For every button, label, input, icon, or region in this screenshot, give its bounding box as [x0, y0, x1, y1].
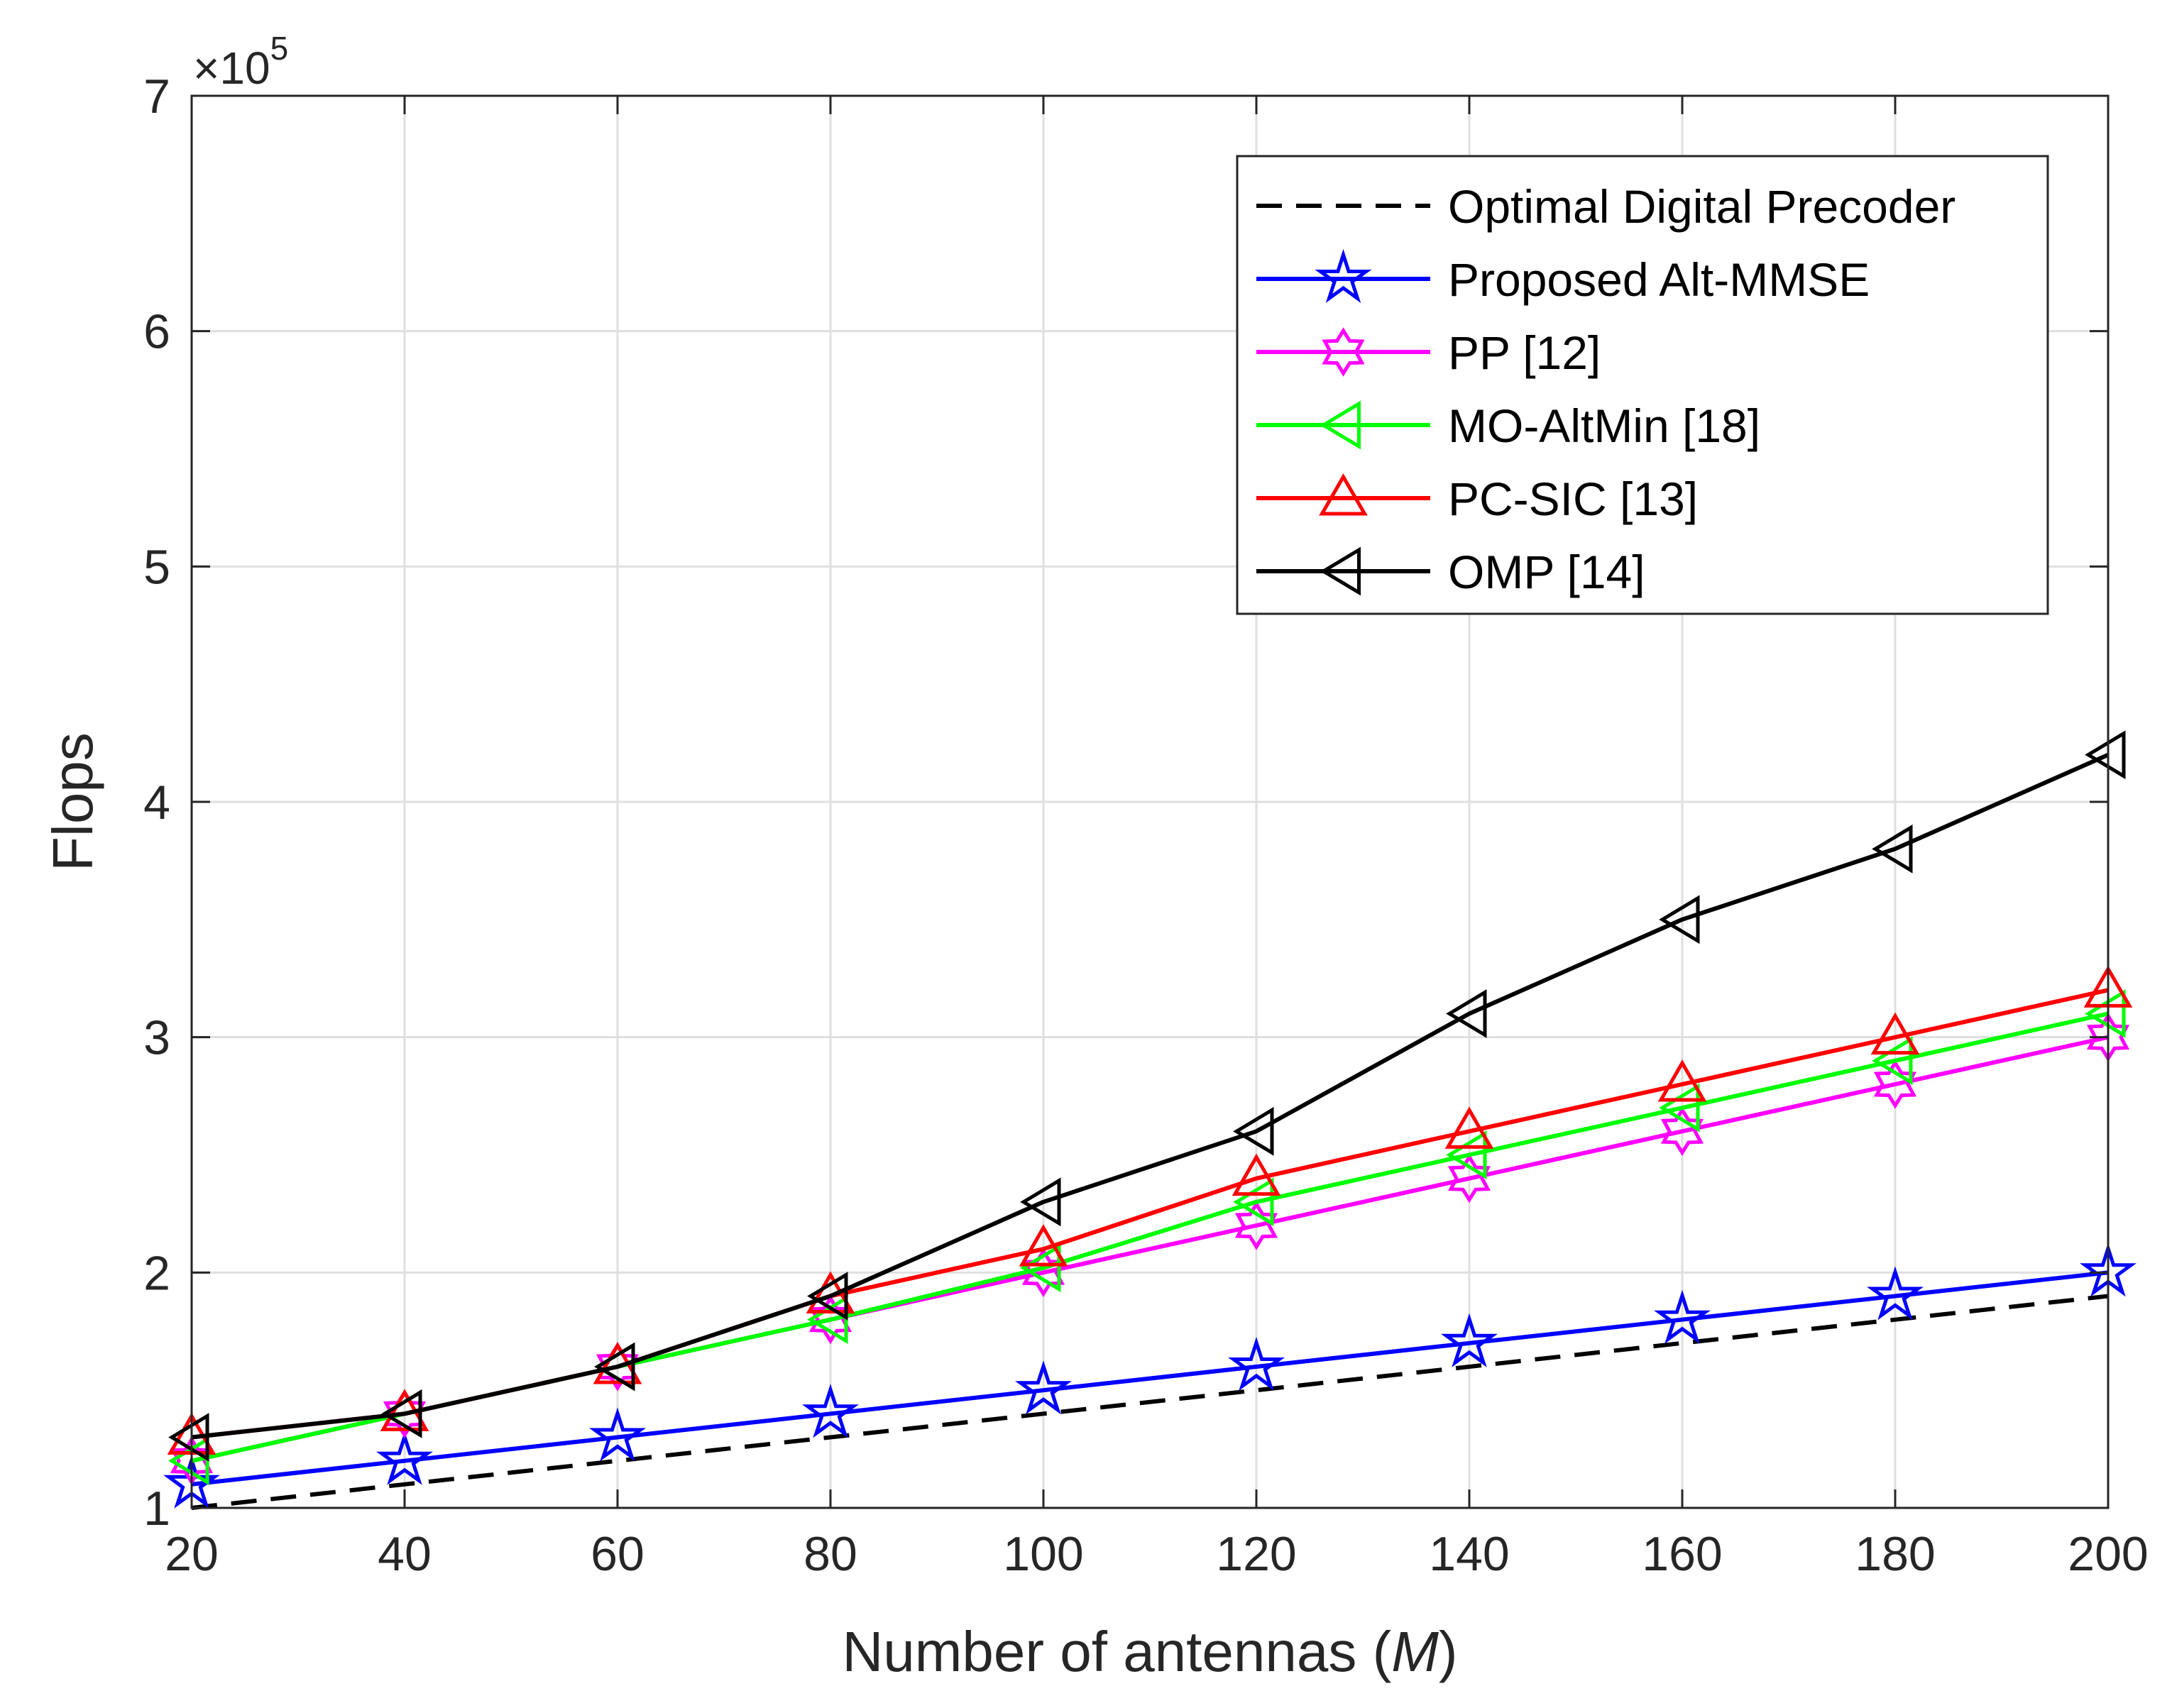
data-point	[1867, 1266, 1924, 1321]
data-point	[2085, 989, 2126, 1038]
series-line	[191, 752, 2110, 1440]
legend-entry-pp-12: PP [12]	[1256, 326, 1601, 379]
legend: Optimal Digital Precoder Proposed Alt-MMS…	[1236, 155, 2049, 615]
legend-label: Optimal Digital Precoder	[1448, 180, 1956, 233]
x-tick-label: 140	[1429, 1527, 1509, 1581]
data-point	[1870, 1012, 1920, 1055]
legend-label: MO-AltMin [18]	[1448, 400, 1760, 452]
data-point	[1015, 1360, 1072, 1415]
x-tick-label: 100	[1003, 1527, 1083, 1581]
y-tick-label: 1	[143, 1482, 170, 1536]
y-tick-label: 4	[143, 776, 170, 830]
data-point	[1654, 1289, 1711, 1344]
x-tick-label: 120	[1216, 1527, 1296, 1581]
y-axis-title: Flops	[41, 732, 104, 871]
data-point	[1232, 1153, 1281, 1196]
legend-entry-mo-altmin-18: MO-AltMin [18]	[1256, 400, 1760, 452]
data-point	[1446, 989, 1487, 1038]
data-point	[1872, 824, 1913, 874]
data-point	[1872, 1036, 1913, 1086]
data-point	[1446, 1130, 1487, 1179]
series-optimal-digital-precoder	[191, 1294, 2109, 1510]
x-tick-label: 40	[378, 1527, 432, 1581]
legend-label: Proposed Alt-MMSE	[1448, 253, 1870, 306]
x-tick-label: 20	[165, 1527, 219, 1581]
x-axis-title: Number of antennas (M)	[842, 1620, 1457, 1683]
x-tick-label: 80	[803, 1527, 857, 1581]
legend-entry-proposed-alt-mmse: Proposed Alt-MMSE	[1256, 248, 1870, 306]
data-point	[1234, 1201, 1278, 1250]
legend-marker	[1315, 248, 1372, 304]
data-point	[2085, 730, 2126, 780]
data-point	[594, 1342, 635, 1392]
data-point	[807, 1295, 848, 1345]
legend-entry-optimal-digital-precoder: Optimal Digital Precoder	[1256, 180, 1956, 233]
data-point	[807, 1272, 848, 1321]
legend-marker	[1319, 473, 1368, 516]
x-tick-label: 60	[591, 1527, 645, 1581]
y-tick-label: 6	[143, 305, 170, 359]
data-point	[1447, 1153, 1491, 1203]
data-point	[802, 1384, 859, 1438]
data-point	[589, 1407, 646, 1462]
y-axis-exponent: ×105	[193, 30, 288, 94]
data-point	[1020, 1177, 1061, 1227]
data-point	[1228, 1336, 1285, 1392]
data-point	[168, 1413, 209, 1462]
data-point	[1444, 1106, 1494, 1149]
y-tick-label: 5	[143, 540, 170, 594]
data-point	[1659, 1083, 1700, 1133]
series-group	[163, 730, 2137, 1510]
data-point	[1020, 1243, 1061, 1293]
y-exponent-power: 5	[270, 30, 289, 67]
data-point	[1441, 1313, 1498, 1367]
data-point	[381, 1389, 422, 1438]
y-exponent-prefix: ×10	[193, 43, 270, 94]
legend-marker	[1320, 400, 1361, 450]
data-point	[1657, 1059, 1707, 1102]
legend-label: PP [12]	[1448, 326, 1601, 379]
legend-label: OMP [14]	[1448, 546, 1645, 598]
series-omp-14	[168, 730, 2126, 1462]
y-tick-label: 3	[143, 1011, 170, 1065]
data-point	[383, 1389, 427, 1439]
legend-entry-pc-sic-13: PC-SIC [13]	[1256, 473, 1698, 525]
legend-label: PC-SIC [13]	[1448, 473, 1698, 525]
data-point	[1873, 1059, 1917, 1109]
data-point	[1233, 1177, 1274, 1227]
legend-entry-omp-14: OMP [14]	[1256, 546, 1645, 598]
data-point	[168, 1436, 209, 1486]
x-tick-label: 160	[1642, 1527, 1722, 1581]
legend-box	[1236, 155, 2049, 615]
data-point	[1659, 895, 1700, 944]
series-line	[191, 1294, 2109, 1510]
y-tick-label: 2	[143, 1246, 170, 1300]
x-tick-label: 200	[2068, 1527, 2148, 1581]
data-point	[1660, 1106, 1704, 1157]
x-tick-label: 180	[1855, 1527, 1935, 1581]
data-point	[376, 1431, 433, 1485]
data-point	[1019, 1224, 1068, 1267]
series-line	[191, 1270, 2109, 1487]
data-point	[1233, 1106, 1274, 1156]
data-point	[596, 1342, 640, 1392]
axis-ticks: 20 40 60 80 100 120 140 160 180 200 1 2 3 4 5 6 7	[143, 70, 2149, 1581]
legend-marker	[1322, 327, 1365, 377]
legend-marker	[1320, 546, 1361, 596]
y-tick-label: 7	[143, 70, 170, 123]
